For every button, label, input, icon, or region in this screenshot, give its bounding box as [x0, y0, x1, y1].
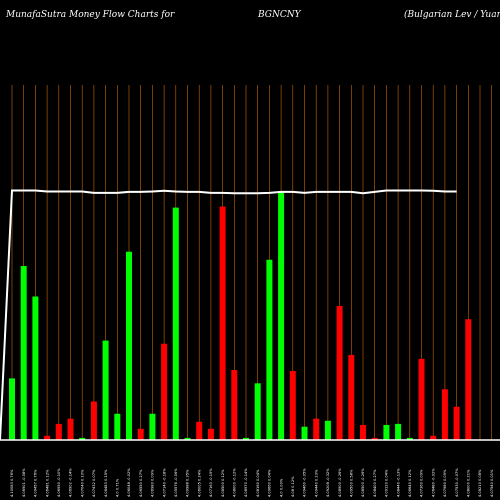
x-tick-label: 4.09460 -0.05% [303, 468, 307, 497]
bar [79, 437, 86, 440]
bar [184, 437, 191, 440]
x-tick-label: 4.09988 0.35% [186, 469, 190, 497]
bar [20, 266, 27, 440]
bar [301, 426, 308, 440]
x-tick-label: 4.07540 0.01% [490, 469, 494, 497]
x-tick-label: 4.08500 0.12% [221, 469, 225, 497]
bar [465, 319, 472, 440]
bar [102, 340, 109, 440]
x-axis-labels: 4.10083 0.76% 4.06901 -0.08% 4.09457 0.76%… [10, 468, 494, 497]
bar [430, 435, 437, 440]
bar [32, 296, 39, 440]
x-tick-label: 4.07530 -0.07% [455, 468, 459, 497]
x-tick-label: 4.08500 -0.26% [361, 468, 365, 497]
x-tick-label: 4.06481 0.12% [45, 469, 49, 497]
bar [278, 192, 285, 440]
bar [137, 428, 144, 440]
bar [55, 423, 62, 440]
bar [418, 358, 425, 440]
x-tick-label: 4.08000 0.21% [467, 469, 471, 497]
x-tick-label: 4.07140 -0.18% [162, 468, 166, 497]
bar [219, 206, 226, 440]
x-tick-label: 4.08210 0.08% [478, 469, 482, 497]
x-tick-label: 4.06901 -0.08% [22, 468, 26, 497]
money-flow-line [0, 189, 457, 441]
x-tick-label: 4.10083 0.76% [10, 469, 14, 497]
x-tick-label: 4.08000 -0.12% [233, 468, 237, 497]
x-tick-label: 4.06480 -0.02% [431, 468, 435, 497]
bar [126, 251, 132, 440]
bar [114, 413, 121, 440]
chart-title-symbol: BGNCNY [258, 10, 301, 20]
x-tick-label: 4.07980 0.09% [443, 469, 447, 497]
bar [67, 418, 74, 440]
x-tick-label: 4.09660 0.04% [268, 469, 272, 497]
bar [360, 424, 366, 440]
bar [371, 437, 378, 440]
bar-series [9, 192, 472, 440]
bar [161, 343, 168, 440]
bar [44, 435, 51, 440]
x-tick-label: 4.09208 -0.32% [326, 468, 330, 497]
x-tick-label: 4.09500 0.58% [350, 469, 354, 497]
x-tick-label: 4.06048 -0.02% [127, 468, 131, 497]
x-tick-label: 4.0 0.00% [279, 478, 283, 497]
bar [207, 428, 214, 440]
x-tick-label: 4.08400 0.27% [373, 469, 377, 497]
x-tick-label: 4.08440 -0.13% [396, 468, 400, 497]
bar [266, 259, 273, 440]
x-tick-label: 4.06005 0.24% [197, 469, 201, 497]
chart-title-right: (Bulgarian Lev / Yuan Ren [404, 10, 500, 20]
x-tick-label: 4.09440 0.23% [314, 469, 318, 497]
bar [383, 424, 390, 440]
bar [348, 354, 355, 440]
x-tick-label: 4.07163 -0.19% [209, 468, 213, 497]
x-tick-label: 4.08160 0.04% [256, 469, 260, 497]
x-tick-label: 4.08 0.12% [291, 476, 295, 497]
bar [172, 207, 179, 440]
x-tick-label: 4.06550 0.27% [139, 469, 143, 497]
bar [149, 413, 156, 440]
x-tick-label: 4.07040 0.10% [80, 469, 84, 497]
x-tick-label: 4.0 0.71% [116, 478, 120, 497]
x-tick-label: 4.06902 -0.14% [69, 468, 73, 497]
x-tick-label: 4.08970 -0.14% [244, 468, 248, 497]
x-tick-label: 4.06980 0.09% [151, 469, 155, 497]
bar [441, 389, 448, 440]
bar [395, 423, 402, 440]
bar [336, 305, 343, 440]
x-tick-label: 4.06483 0.15% [104, 469, 108, 497]
bar [313, 418, 320, 440]
x-tick-label: 4.07432 0.07% [92, 469, 96, 497]
bar [289, 371, 296, 440]
chart-title-left: MunafaSutra Money Flow Charts for [6, 10, 175, 20]
bar [243, 437, 249, 440]
x-tick-label: 4.06640 0.12% [408, 469, 412, 497]
x-tick-label: 4.09457 0.76% [34, 469, 38, 497]
bar [9, 378, 15, 440]
x-tick-label: 4.06950 -0.10% [57, 468, 61, 497]
x-tick-label: 4.08900 -0.26% [338, 468, 342, 497]
bar [196, 421, 203, 440]
x-tick-label: 4.05576 -0.06% [174, 468, 178, 497]
bar [90, 401, 97, 440]
bar [254, 383, 261, 440]
bar [231, 370, 238, 440]
bar [324, 420, 331, 440]
bar [453, 406, 460, 440]
bar [406, 437, 413, 440]
x-tick-label: 4.07360 0.09% [420, 469, 424, 497]
x-tick-label: 4.09120 0.04% [385, 469, 389, 497]
